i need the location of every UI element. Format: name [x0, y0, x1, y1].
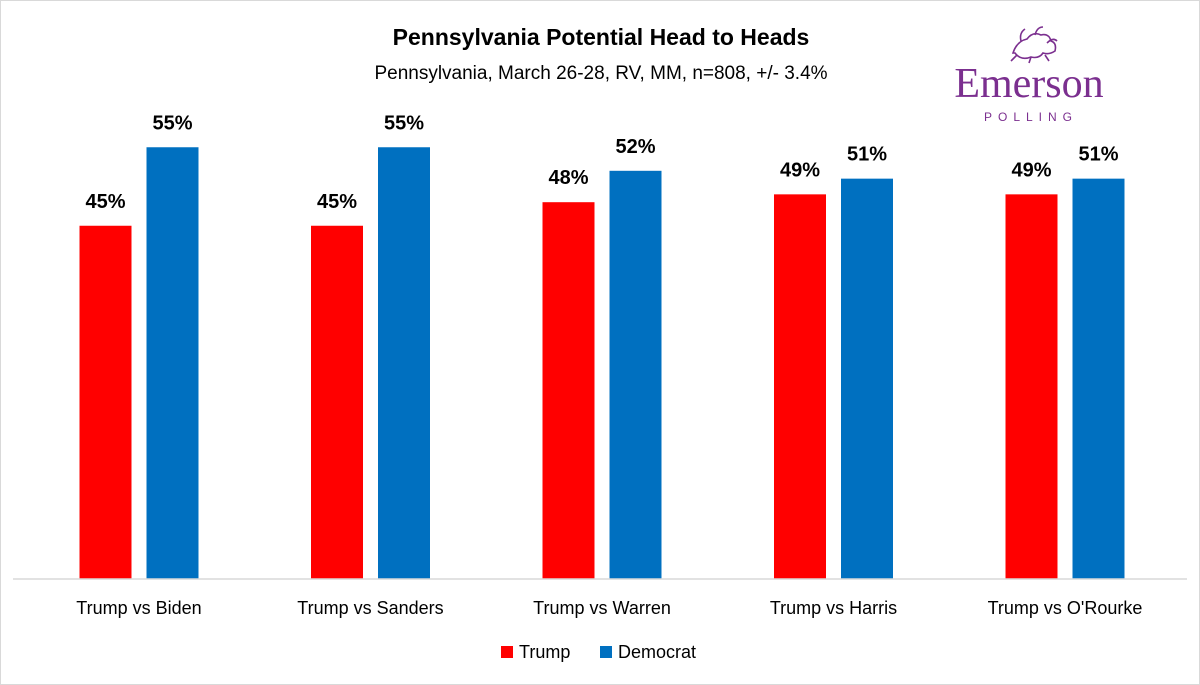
bar-trump-2: [311, 225, 363, 579]
emerson-logo: Emerson POLLING: [954, 26, 1104, 124]
category-label-1: Trump vs Biden: [76, 598, 201, 618]
data-label-trump-5: 49%: [1011, 159, 1051, 181]
bar-democrat-5: [1072, 178, 1125, 579]
category-label-2: Trump vs Sanders: [297, 598, 443, 618]
chart-subtitle: Pennsylvania, March 26-28, RV, MM, n=808…: [374, 63, 827, 84]
category-labels-group: Trump vs Biden Trump vs Sanders Trump vs W…: [76, 598, 1142, 618]
data-label-democrat-2: 55%: [384, 112, 424, 134]
bar-democrat-2: [378, 147, 430, 579]
legend: Trump Democrat: [501, 642, 696, 662]
chart-title: Pennsylvania Potential Head to Heads: [393, 24, 810, 50]
data-label-trump-4: 49%: [780, 159, 820, 181]
bar-trump-3: [542, 202, 595, 579]
data-label-trump-1: 45%: [85, 191, 125, 213]
bar-democrat-1: [146, 147, 199, 579]
category-label-5: Trump vs O'Rourke: [988, 598, 1143, 618]
logo-subtitle: POLLING: [984, 110, 1078, 124]
bar-trump-1: [79, 225, 132, 579]
data-label-trump-2: 45%: [317, 191, 357, 213]
bar-democrat-4: [841, 178, 893, 579]
data-label-democrat-1: 55%: [152, 112, 192, 134]
bar-series-group: [79, 147, 1125, 580]
data-label-democrat-4: 51%: [847, 144, 887, 166]
bar-democrat-3: [609, 170, 662, 580]
data-label-democrat-3: 52%: [615, 136, 655, 158]
data-label-trump-3: 48%: [548, 167, 588, 189]
data-labels-group: 45% 55% 45% 55% 48% 52% 49% 51% 49% 51%: [85, 112, 1118, 213]
category-label-4: Trump vs Harris: [770, 598, 897, 618]
logo-wordmark: Emerson: [954, 61, 1103, 107]
legend-swatch-democrat: [600, 646, 612, 658]
category-label-3: Trump vs Warren: [533, 598, 671, 618]
legend-label-democrat: Democrat: [618, 642, 696, 662]
bar-trump-5: [1005, 194, 1058, 579]
data-label-democrat-5: 51%: [1078, 144, 1118, 166]
bar-trump-4: [774, 194, 826, 579]
legend-label-trump: Trump: [519, 642, 570, 662]
legend-swatch-trump: [501, 646, 513, 658]
lion-crest-icon: [1010, 26, 1058, 64]
